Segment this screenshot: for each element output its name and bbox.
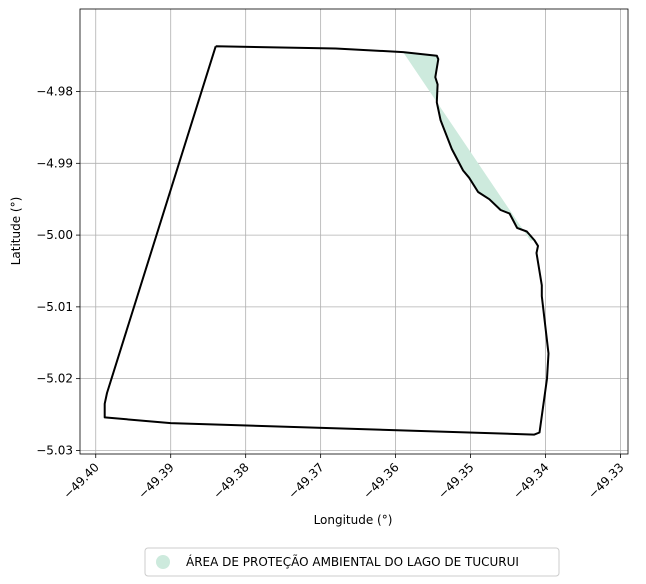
legend-label: ÁREA DE PROTEÇÃO AMBIENTAL DO LAGO DE TU…: [186, 554, 519, 569]
x-tick-label: −49.36: [360, 460, 401, 501]
y-tick-label: −5.03: [36, 443, 73, 457]
boundary-outline: [103, 45, 550, 436]
legend: ÁREA DE PROTEÇÃO AMBIENTAL DO LAGO DE TU…: [144, 547, 560, 577]
plot-background: [80, 9, 628, 454]
legend-box: [144, 547, 560, 577]
boundary-layer: [103, 45, 550, 436]
y-tick-label: −5.00: [36, 228, 73, 242]
x-tick-label: −49.34: [510, 460, 551, 501]
grid-lines: [80, 9, 628, 454]
x-tick-label: −49.33: [585, 460, 626, 501]
y-axis-ticks: −4.98 −4.99 −5.00 −5.01 −5.02 −5.03: [36, 85, 80, 457]
y-tick-label: −4.99: [36, 156, 73, 170]
y-tick-label: −5.02: [36, 372, 73, 386]
x-tick-label: −49.39: [136, 460, 177, 501]
protected-area-layer: [403, 52, 535, 241]
x-axis-ticks: −49.40 −49.39 −49.38 −49.37 −49.36 −49.35 −49.…: [61, 454, 627, 502]
x-tick-label: −49.38: [210, 460, 251, 501]
plot-frame: [79, 8, 629, 455]
x-tick-label: −49.40: [61, 460, 102, 501]
y-tick-label: −5.01: [36, 300, 73, 314]
x-tick-label: −49.37: [285, 460, 326, 501]
y-axis-label: Latitude (°): [9, 197, 23, 266]
y-tick-label: −4.98: [36, 85, 73, 99]
protected-area-polygon: [403, 52, 535, 241]
plot-area: [79, 8, 629, 455]
legend-marker: [156, 555, 170, 569]
x-axis-label: Longitude (°): [314, 513, 393, 527]
x-tick-label: −49.35: [435, 460, 476, 501]
